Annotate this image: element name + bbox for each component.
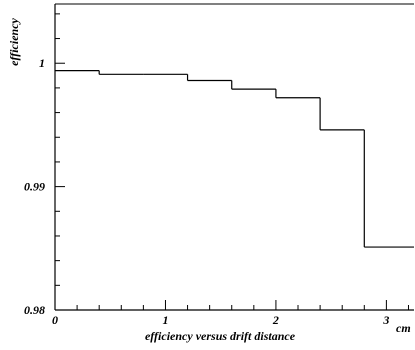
x-axis-unit: cm [396,321,411,335]
x-axis-label: efficiency versus drift distance [145,329,296,343]
y-tick-label: 0.99 [24,180,45,194]
data-series [55,70,414,248]
y-tick-label: 1 [39,56,45,70]
x-tick-label: 2 [272,313,279,327]
x-tick-label: 0 [52,313,58,327]
axis-ticks: 0.98 0.99 1 0 1 2 3 [24,13,409,327]
x-tick-label: 1 [162,313,168,327]
plot-frame [54,3,414,311]
y-tick-label: 0.98 [24,303,45,317]
y-axis-label: efficiency [7,17,21,65]
x-tick-label: 3 [382,313,389,327]
